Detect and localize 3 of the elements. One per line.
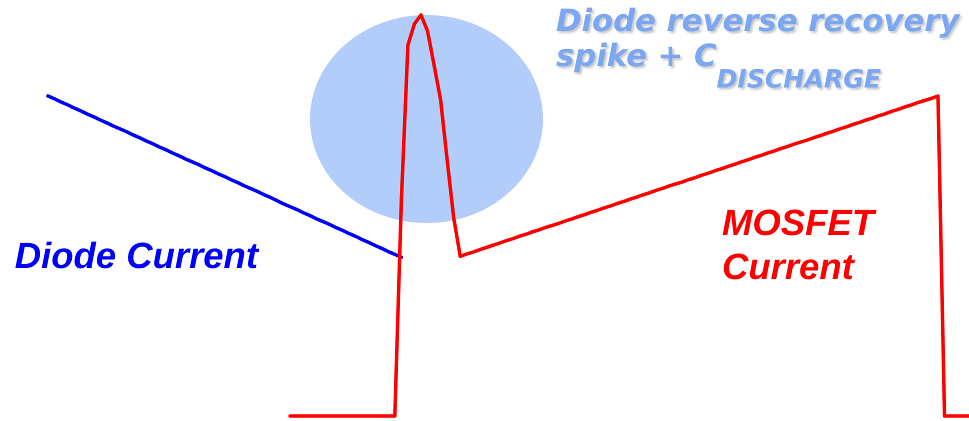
series-label: MOSFET Current xyxy=(722,202,877,287)
annotation: Diode reverse recovery spike + C$_{DISCHARGE}$ xyxy=(556,4,962,94)
series-label: Diode Current xyxy=(14,235,260,276)
